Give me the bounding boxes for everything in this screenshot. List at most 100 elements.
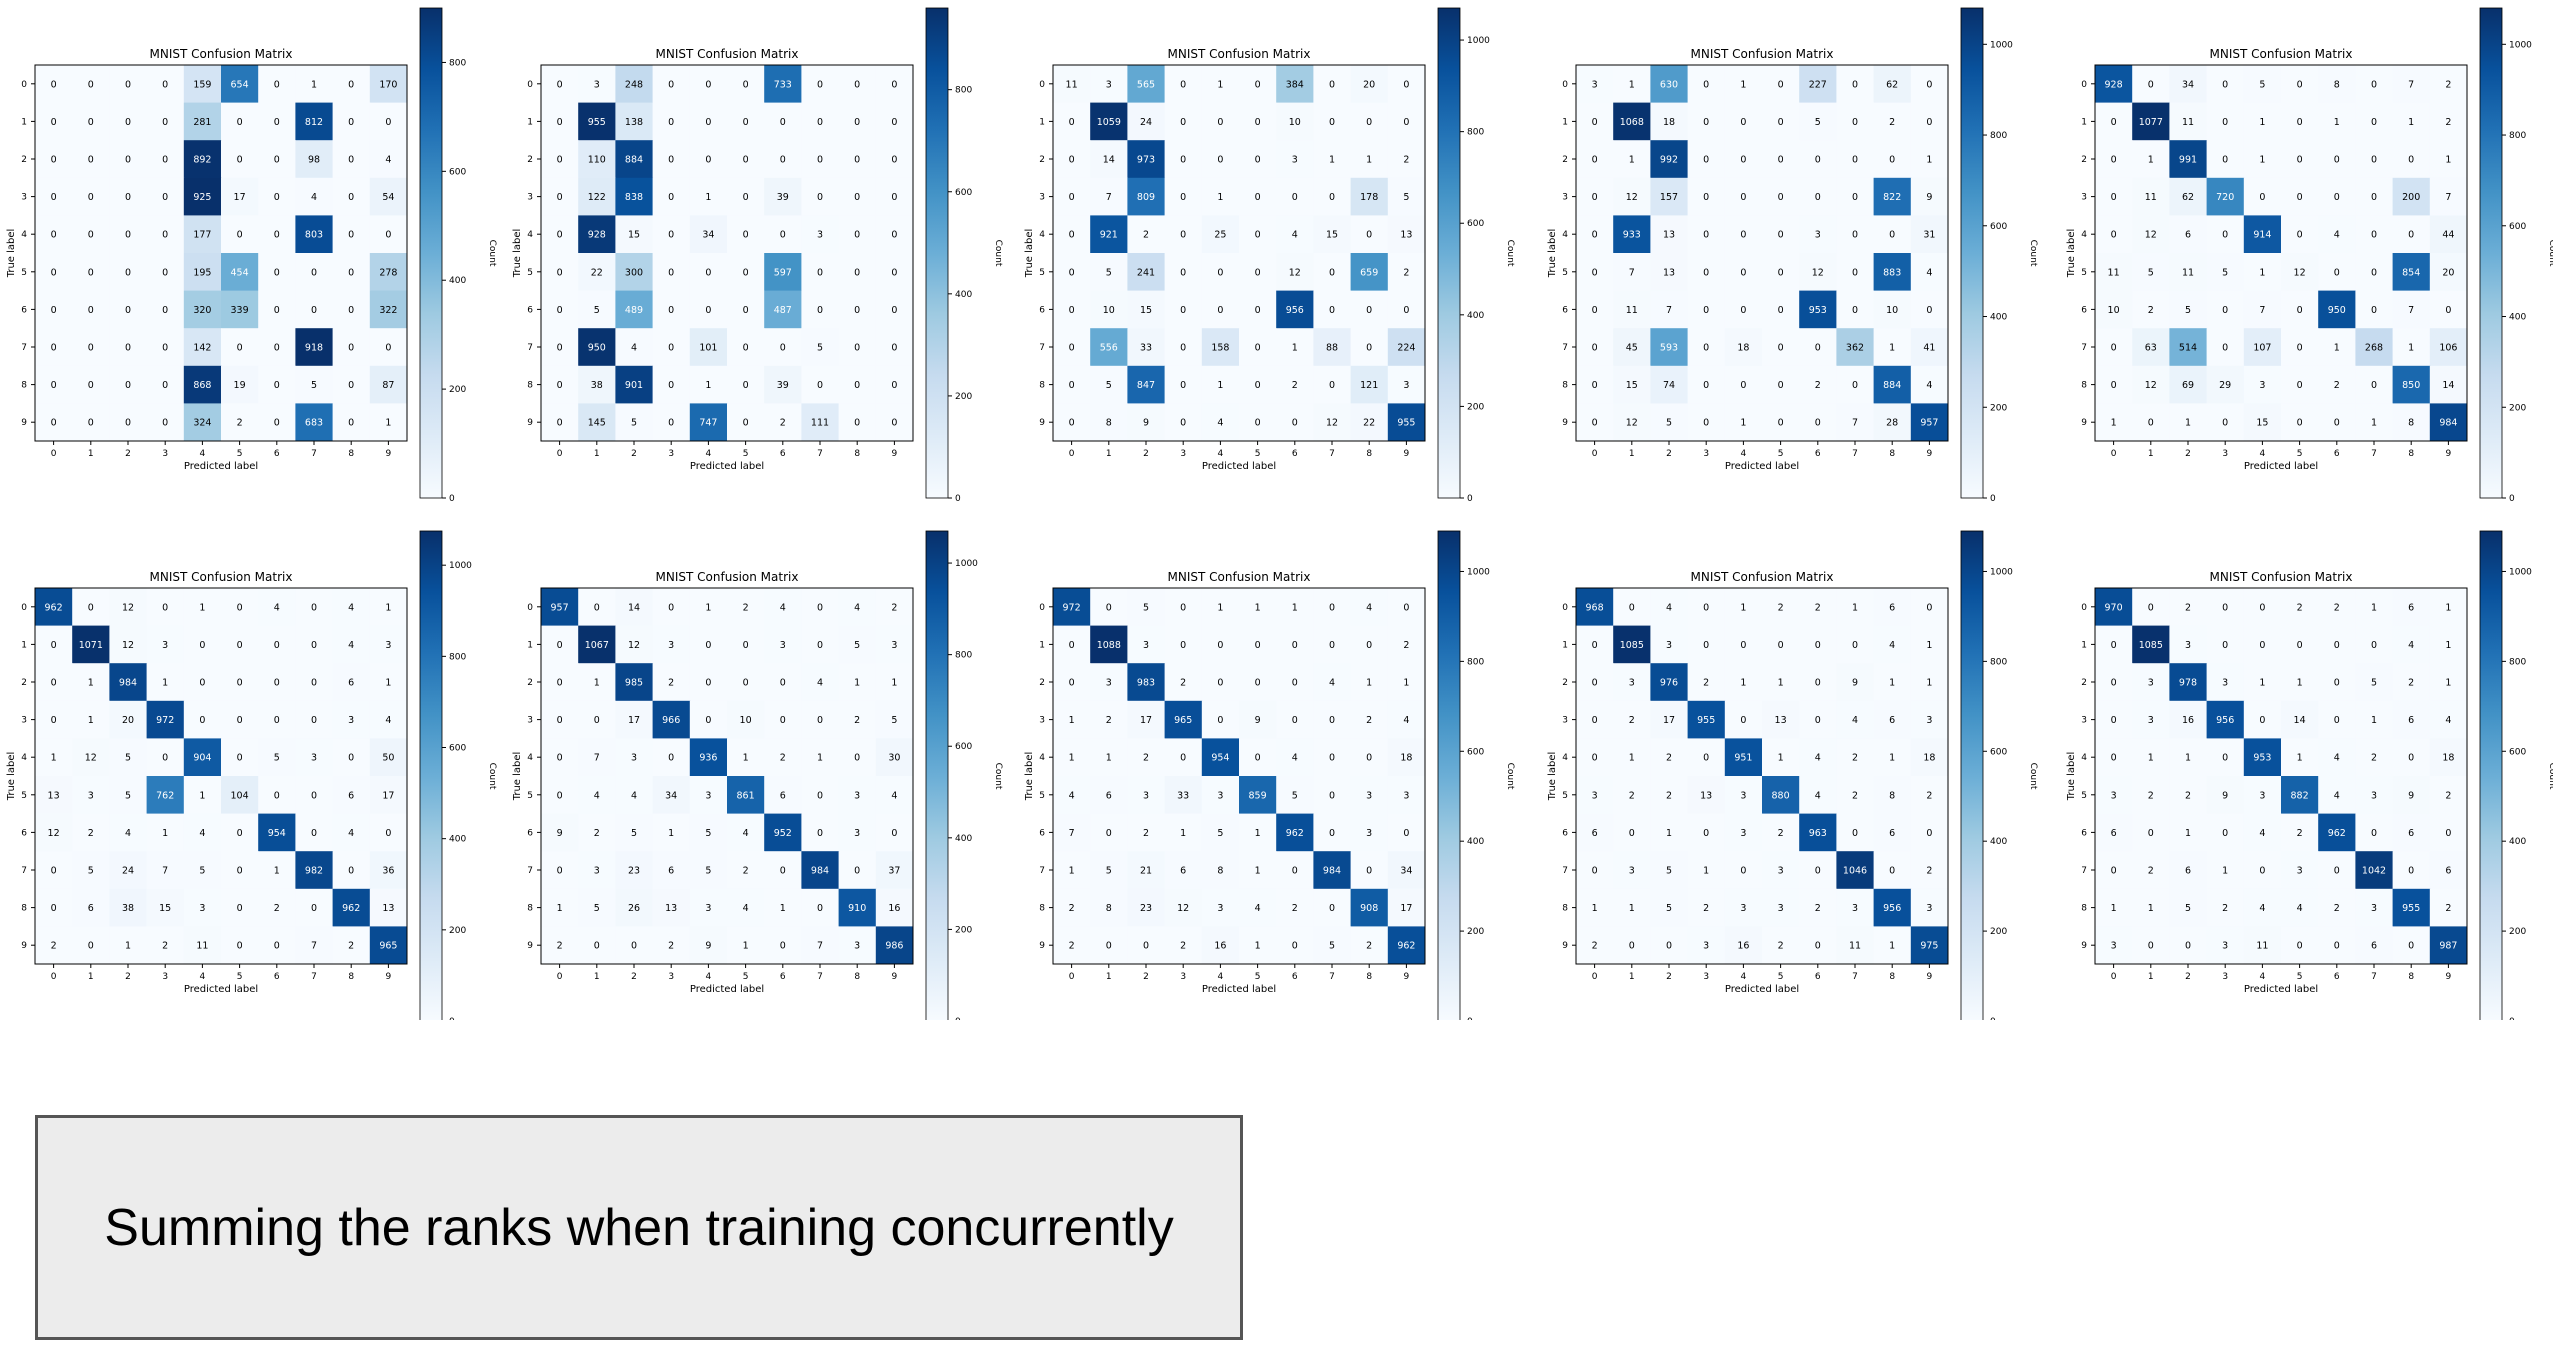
cell-value-label: 0 (854, 117, 860, 128)
heatmap-cell (541, 65, 579, 104)
x-tick-label: 9 (1404, 972, 1410, 982)
colorbar-tick-label: 600 (2509, 747, 2526, 757)
cell-value-label: 50 (382, 753, 394, 764)
heatmap-cell (1201, 851, 1240, 890)
y-tick-label: 8 (527, 381, 533, 391)
heatmap-cell (332, 140, 371, 179)
colorbar-label: Count (487, 763, 497, 790)
y-tick-label: 1 (1562, 117, 1568, 127)
cell-value-label: 0 (237, 343, 243, 354)
cell-value-label: 850 (2402, 380, 2420, 391)
y-tick-label: 5 (1039, 268, 1045, 278)
heatmap-cell (295, 663, 334, 702)
heatmap-cell (332, 65, 371, 104)
cell-value-label: 0 (1592, 155, 1598, 166)
heatmap-cell (1724, 328, 1763, 367)
cell-value-label: 0 (162, 343, 168, 354)
cell-value-label: 0 (2297, 343, 2303, 354)
cell-value-label: 0 (2297, 640, 2303, 651)
cell-value-label: 984 (119, 678, 137, 689)
cell-value-label: 7 (2259, 305, 2265, 316)
y-tick-label: 1 (21, 117, 27, 127)
colorbar-tick-label: 800 (1467, 657, 1484, 667)
cell-value-label: 0 (162, 267, 168, 278)
cell-value-label: 62 (2182, 192, 2194, 203)
colorbar-label: Count (993, 763, 1003, 790)
heatmap-cell (332, 926, 371, 965)
heatmap-cell (2392, 813, 2431, 852)
cell-value-label: 0 (705, 715, 711, 726)
cell-value-label: 0 (237, 941, 243, 952)
y-tick-label: 0 (1039, 80, 1045, 90)
cell-value-label: 1 (1069, 866, 1075, 877)
cell-value-label: 2 (2445, 117, 2451, 128)
cell-value-label: 0 (1329, 640, 1335, 651)
heatmap-cell (1053, 588, 1091, 627)
y-axis-label: True label (512, 229, 523, 279)
cell-value-label: 0 (891, 380, 897, 391)
colorbar-tick-label: 800 (449, 652, 466, 662)
heatmap-cell (1650, 140, 1689, 179)
cell-value-label: 2 (1629, 790, 1635, 801)
heatmap-cell (1836, 888, 1875, 927)
cell-value-label: 654 (231, 79, 249, 90)
cell-value-label: 104 (231, 790, 249, 801)
cell-value-label: 4 (2297, 903, 2303, 914)
cell-value-label: 0 (1852, 640, 1858, 651)
cell-value-label: 7 (162, 866, 168, 877)
heatmap-cell (541, 625, 579, 664)
heatmap-cell (2392, 926, 2431, 965)
heatmap-cell (332, 888, 371, 927)
heatmap-cell (2169, 588, 2208, 627)
cell-value-label: 10 (1886, 305, 1898, 316)
cell-value-label: 2 (1852, 790, 1858, 801)
heatmap-cell (1276, 888, 1314, 927)
heatmap-cell (2095, 888, 2133, 927)
cell-value-label: 0 (2371, 155, 2377, 166)
cell-value-label: 1 (1666, 828, 1672, 839)
y-tick-label: 4 (2081, 230, 2087, 240)
cell-value-label: 0 (51, 866, 57, 877)
x-tick-label: 2 (125, 972, 131, 982)
cell-value-label: 4 (2334, 230, 2340, 241)
heatmap-cell (35, 65, 73, 104)
cell-value-label: 0 (1703, 79, 1709, 90)
cell-value-label: 0 (2297, 155, 2303, 166)
heatmap-cell (2318, 926, 2356, 965)
cell-value-label: 11 (2108, 267, 2120, 278)
cell-value-label: 6 (348, 678, 354, 689)
cell-value-label: 966 (662, 715, 680, 726)
heatmap-cell (1276, 140, 1314, 179)
x-axis-label: Predicted label (1725, 984, 1799, 995)
x-tick-label: 6 (780, 449, 786, 459)
cell-value-label: 0 (1366, 117, 1372, 128)
heatmap-cell (2169, 625, 2208, 664)
heatmap-cell (2243, 253, 2282, 292)
heatmap-cell (1350, 215, 1389, 254)
heatmap-cell (1799, 776, 1837, 815)
heatmap-cell (652, 365, 691, 404)
heatmap-cell (1053, 65, 1091, 104)
heatmap-cell (258, 140, 296, 179)
heatmap-cell (2243, 926, 2282, 965)
heatmap-cell (1762, 663, 1800, 702)
heatmap-cell (1201, 588, 1240, 627)
cell-value-label: 1077 (2139, 117, 2163, 128)
cell-value-label: 0 (557, 640, 563, 651)
cell-value-label: 0 (1069, 343, 1075, 354)
cell-value-label: 901 (625, 380, 643, 391)
cell-value-label: 0 (88, 418, 94, 429)
cell-value-label: 18 (1737, 343, 1749, 354)
heatmap-cell (2169, 365, 2208, 404)
cell-value-label: 1 (705, 192, 711, 203)
cell-value-label: 5 (199, 866, 205, 877)
cell-value-label: 4 (1217, 418, 1223, 429)
heatmap-cell (221, 403, 259, 442)
heatmap-cell (541, 102, 579, 141)
cell-value-label: 5 (891, 715, 897, 726)
x-tick-label: 8 (1889, 972, 1895, 982)
cell-value-label: 0 (237, 753, 243, 764)
heatmap-cell (2281, 177, 2319, 216)
heatmap-cell (1576, 776, 1614, 815)
x-tick-label: 7 (311, 449, 317, 459)
